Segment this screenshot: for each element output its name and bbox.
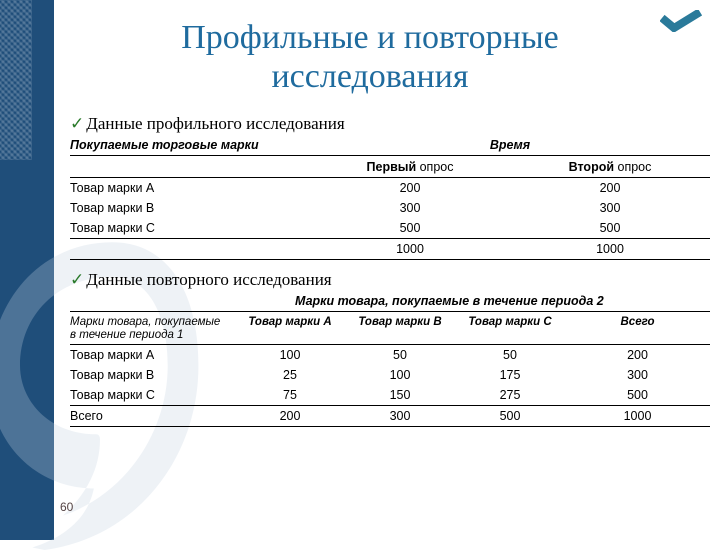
t2-r1-label: Товар марки B bbox=[70, 368, 235, 382]
table-1-header: Покупаемые торговые марки Время bbox=[70, 138, 710, 156]
t1-sub-col2-p1: Второй bbox=[569, 160, 618, 174]
t2-r2-v0: 75 bbox=[235, 388, 345, 402]
t2-col1: Товар марки B bbox=[345, 316, 455, 341]
t2-total-v1: 300 bbox=[345, 409, 455, 423]
t1-r0-v1: 200 bbox=[310, 181, 510, 195]
t2-th-right: Марки товара, покупаемые в течение перио… bbox=[295, 294, 604, 308]
t2-total-label: Всего bbox=[70, 409, 235, 423]
table-1-end-rule bbox=[70, 259, 710, 260]
t2-r0-v2: 50 bbox=[455, 348, 565, 362]
t2-r0-v1: 50 bbox=[345, 348, 455, 362]
page-number: 60 bbox=[60, 500, 73, 514]
t2-r0-v0: 100 bbox=[235, 348, 345, 362]
t2-r2-v1: 150 bbox=[345, 388, 455, 402]
t2-col2: Товар марки C bbox=[455, 316, 565, 341]
t1-r2-label: Товар марки C bbox=[70, 221, 310, 235]
table-row: Товар марки C 75 150 275 500 bbox=[70, 385, 710, 405]
slide-title: Профильные и повторные исследования bbox=[70, 18, 710, 96]
table-2-subheader: Марки товара, покупаемые в течение перио… bbox=[70, 312, 710, 345]
t1-sub-col1-p2: опрос bbox=[420, 160, 454, 174]
t2-col0: Товар марки A bbox=[235, 316, 345, 341]
t2-r1-v0: 25 bbox=[235, 368, 345, 382]
t2-r0-v3: 200 bbox=[565, 348, 710, 362]
t1-sub-col2-p2: опрос bbox=[618, 160, 652, 174]
t1-r2-v1: 500 bbox=[310, 221, 510, 235]
slide-content: Профильные и повторные исследования ✓Дан… bbox=[70, 0, 710, 437]
table-row: Товар марки B 25 100 175 300 bbox=[70, 365, 710, 385]
table-2-total: Всего 200 300 500 1000 bbox=[70, 405, 710, 426]
t1-r2-v2: 500 bbox=[510, 221, 710, 235]
strip-texture bbox=[0, 0, 32, 160]
section2-heading: ✓Данные повторного исследования bbox=[70, 270, 710, 290]
t1-r0-v2: 200 bbox=[510, 181, 710, 195]
title-line-1: Профильные и повторные bbox=[181, 19, 559, 56]
table-2-header: Марки товара, покупаемые в течение перио… bbox=[70, 294, 710, 312]
table-row: Товар марки A 100 50 50 200 bbox=[70, 345, 710, 365]
table-1-total: 1000 1000 bbox=[70, 238, 710, 259]
t2-r0-label: Товар марки A bbox=[70, 348, 235, 362]
t1-th-left: Покупаемые торговые марки bbox=[70, 138, 259, 152]
check-icon: ✓ bbox=[70, 114, 84, 133]
t1-r1-v2: 300 bbox=[510, 201, 710, 215]
table-row: Товар марки A 200 200 bbox=[70, 178, 710, 198]
title-line-2: исследования bbox=[271, 58, 468, 95]
t2-total-v3: 1000 bbox=[565, 409, 710, 423]
t2-total-v0: 200 bbox=[235, 409, 345, 423]
t1-total-v1: 1000 bbox=[310, 242, 510, 256]
section1-heading: ✓Данные профильного исследования bbox=[70, 114, 710, 134]
t2-r1-v2: 175 bbox=[455, 368, 565, 382]
table-row: Товар марки C 500 500 bbox=[70, 218, 710, 238]
t2-r1-v3: 300 bbox=[565, 368, 710, 382]
t2-r2-v3: 500 bbox=[565, 388, 710, 402]
t2-sub-left-l2: в течение периода 1 bbox=[70, 329, 183, 341]
section2-heading-text: Данные повторного исследования bbox=[86, 270, 331, 289]
t1-total-v2: 1000 bbox=[510, 242, 710, 256]
t1-r0-label: Товар марки A bbox=[70, 181, 310, 195]
table-row: Товар марки B 300 300 bbox=[70, 198, 710, 218]
table-2: Марки товара, покупаемые в течение перио… bbox=[70, 294, 710, 427]
t2-r2-v2: 275 bbox=[455, 388, 565, 402]
t1-th-right: Время bbox=[490, 138, 530, 152]
t1-r1-label: Товар марки B bbox=[70, 201, 310, 215]
t2-sub-left-l1: Марки товара, покупаемые bbox=[70, 316, 220, 328]
table-1: Покупаемые торговые марки Время Первый о… bbox=[70, 138, 710, 260]
check-icon: ✓ bbox=[70, 270, 84, 289]
section1-heading-text: Данные профильного исследования bbox=[86, 114, 344, 133]
table-1-subheader: Первый опрос Второй опрос bbox=[70, 156, 710, 178]
t1-sub-col1-p1: Первый bbox=[367, 160, 420, 174]
t2-r2-label: Товар марки C bbox=[70, 388, 235, 402]
t2-total-v2: 500 bbox=[455, 409, 565, 423]
t2-r1-v1: 100 bbox=[345, 368, 455, 382]
t1-r1-v1: 300 bbox=[310, 201, 510, 215]
t2-col3: Всего bbox=[565, 316, 710, 341]
table-2-end-rule bbox=[70, 426, 710, 427]
t1-total-label bbox=[70, 242, 310, 256]
